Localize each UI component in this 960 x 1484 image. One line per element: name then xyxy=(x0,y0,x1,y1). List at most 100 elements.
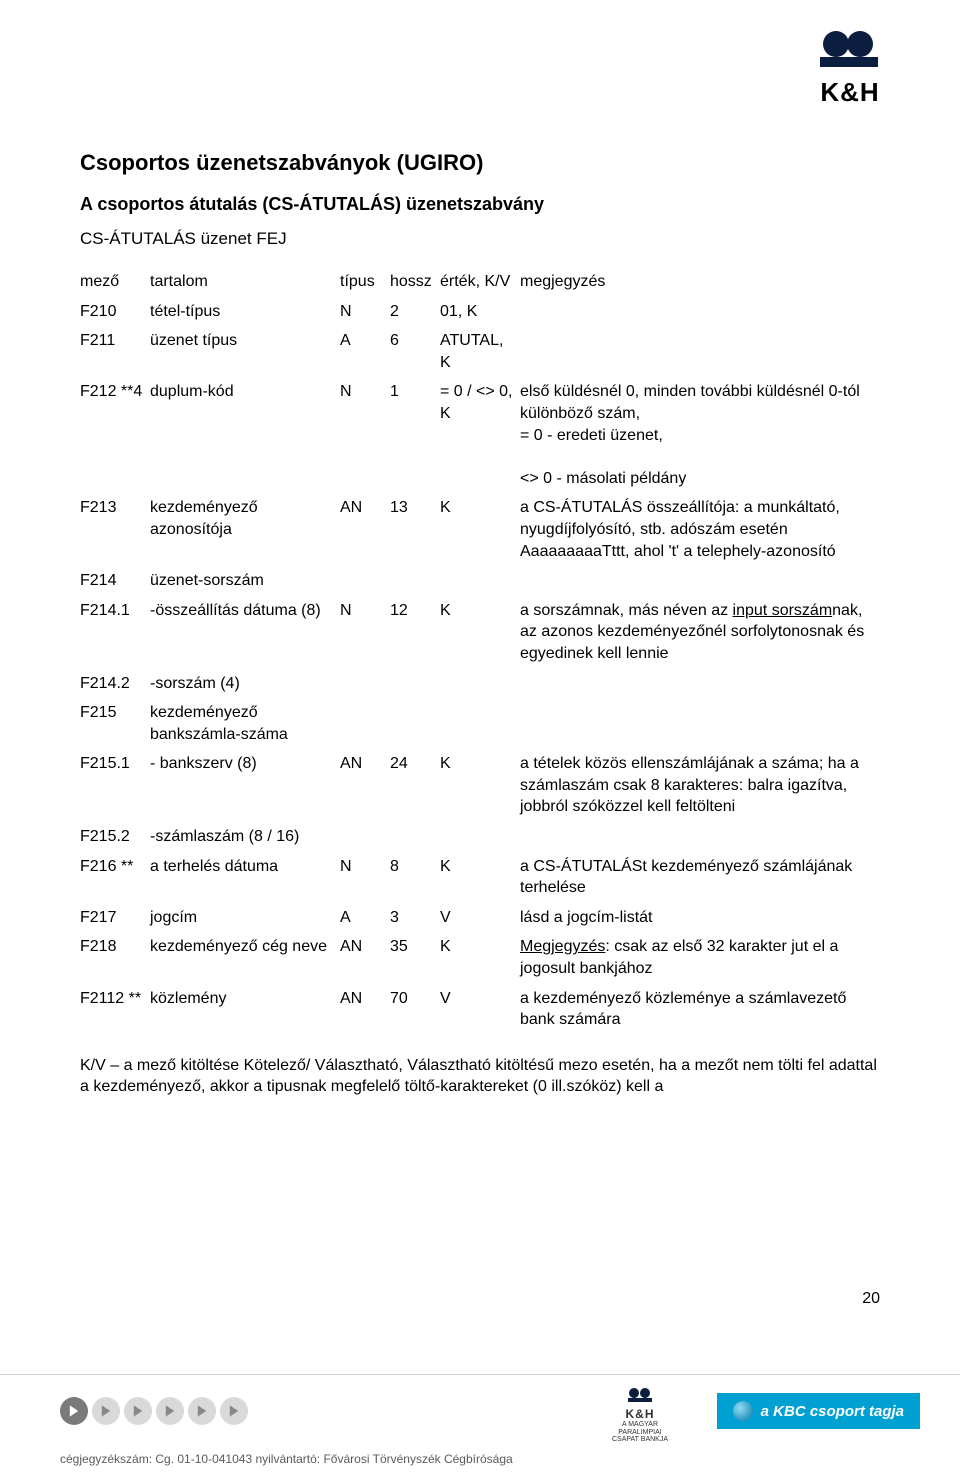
cell-megjegyzes: a CS-ÁTUTALÁS összeállítója: a munkáltat… xyxy=(520,493,880,566)
cell-hossz: 2 xyxy=(390,297,440,327)
arrow-icon xyxy=(92,1397,120,1425)
table-row: F218kezdeményező cég neveAN35KMegjegyzés… xyxy=(80,932,880,983)
page-number: 20 xyxy=(862,1290,880,1308)
page-title: Csoportos üzenetszabványok (UGIRO) xyxy=(80,150,880,176)
cell-tipus: N xyxy=(340,297,390,327)
section-heading: CS-ÁTUTALÁS üzenet FEJ xyxy=(80,229,880,249)
cell-ertek: = 0 / <> 0, K xyxy=(440,377,520,493)
cell-hossz: 12 xyxy=(390,596,440,669)
paralimpia-kh: K&H xyxy=(600,1408,680,1421)
paralimpia-badge: K&H A MAGYAR PARALIMPIAI CSAPAT BANKJA xyxy=(600,1387,680,1444)
cell-tipus: N xyxy=(340,596,390,669)
cell-mezo: F214 xyxy=(80,566,150,596)
cell-tipus: AN xyxy=(340,493,390,566)
cell-ertek: K xyxy=(440,932,520,983)
cell-hossz: 8 xyxy=(390,852,440,903)
cell-megjegyzes xyxy=(520,566,880,596)
cell-tipus xyxy=(340,566,390,596)
cell-megjegyzes: a CS-ÁTUTALÁSt kezdeményező számlájának … xyxy=(520,852,880,903)
cell-mezo: F210 xyxy=(80,297,150,327)
cell-tipus: N xyxy=(340,852,390,903)
cell-mezo: F2112 ** xyxy=(80,984,150,1035)
arrow-icon xyxy=(124,1397,152,1425)
kbc-badge: a KBC csoport tagja xyxy=(717,1393,920,1429)
kh-mini-icon xyxy=(625,1387,655,1405)
cell-ertek xyxy=(440,698,520,749)
col-ertek: érték, K/V xyxy=(440,267,520,297)
cell-tartalom: -számlaszám (8 / 16) xyxy=(150,822,340,852)
cell-tipus xyxy=(340,822,390,852)
cell-mezo: F216 ** xyxy=(80,852,150,903)
cell-tipus: A xyxy=(340,326,390,377)
cell-tartalom: üzenet típus xyxy=(150,326,340,377)
kh-logo-text: K&H xyxy=(800,77,900,108)
arrow-icon xyxy=(156,1397,184,1425)
col-tartalom: tartalom xyxy=(150,267,340,297)
cell-mezo: F214.1 xyxy=(80,596,150,669)
cell-tipus xyxy=(340,669,390,699)
cell-megjegyzes: a kezdeményező közleménye a számlavezető… xyxy=(520,984,880,1035)
table-row: F213kezdeményező azonosítójaAN13Ka CS-ÁT… xyxy=(80,493,880,566)
cell-ertek: K xyxy=(440,852,520,903)
cell-ertek xyxy=(440,669,520,699)
cell-tartalom: kezdeményező cég neve xyxy=(150,932,340,983)
cell-tartalom: üzenet-sorszám xyxy=(150,566,340,596)
cell-mezo: F211 xyxy=(80,326,150,377)
cell-megjegyzes xyxy=(520,669,880,699)
table-row: F215.2-számlaszám (8 / 16) xyxy=(80,822,880,852)
page-footer: K&H A MAGYAR PARALIMPIAI CSAPAT BANKJA a… xyxy=(0,1374,960,1484)
arrow-icon xyxy=(60,1397,88,1425)
cell-tipus: N xyxy=(340,377,390,493)
cell-tartalom: -sorszám (4) xyxy=(150,669,340,699)
paralimpia-line: PARALIMPIAI xyxy=(600,1429,680,1437)
cell-hossz xyxy=(390,566,440,596)
cell-tartalom: kezdeményező bankszámla-száma xyxy=(150,698,340,749)
cell-mezo: F217 xyxy=(80,903,150,933)
cell-megjegyzes xyxy=(520,297,880,327)
cell-tartalom: jogcím xyxy=(150,903,340,933)
cell-hossz: 35 xyxy=(390,932,440,983)
cell-megjegyzes xyxy=(520,326,880,377)
cell-mezo: F212 **4 xyxy=(80,377,150,493)
cell-megjegyzes: lásd a jogcím-listát xyxy=(520,903,880,933)
kv-footnote: K/V – a mező kitöltése Kötelező/ Választ… xyxy=(80,1055,880,1098)
cell-ertek: K xyxy=(440,596,520,669)
cell-megjegyzes: a sorszámnak, más néven az input sorszám… xyxy=(520,596,880,669)
cell-tipus: AN xyxy=(340,749,390,822)
cell-megjegyzes: Megjegyzés: csak az első 32 karakter jut… xyxy=(520,932,880,983)
cell-hossz: 1 xyxy=(390,377,440,493)
kh-logo: K&H xyxy=(800,30,900,108)
table-row: F211üzenet típusA6ATUTAL, K xyxy=(80,326,880,377)
table-row: F215kezdeményező bankszámla-száma xyxy=(80,698,880,749)
cell-mezo: F215.2 xyxy=(80,822,150,852)
cell-ertek: K xyxy=(440,749,520,822)
cell-hossz: 6 xyxy=(390,326,440,377)
cell-tartalom: duplum-kód xyxy=(150,377,340,493)
col-hossz: hossz xyxy=(390,267,440,297)
cell-tartalom: tétel-típus xyxy=(150,297,340,327)
footer-arrow-strip xyxy=(60,1397,248,1425)
cell-ertek xyxy=(440,822,520,852)
cell-mezo: F215.1 xyxy=(80,749,150,822)
table-header-row: mező tartalom típus hossz érték, K/V meg… xyxy=(80,267,880,297)
cell-hossz: 13 xyxy=(390,493,440,566)
table-row: F214.2-sorszám (4) xyxy=(80,669,880,699)
cell-tartalom: közlemény xyxy=(150,984,340,1035)
paralimpia-line: A MAGYAR xyxy=(600,1421,680,1429)
cell-ertek: ATUTAL, K xyxy=(440,326,520,377)
table-row: F212 **4duplum-kódN1= 0 / <> 0, Kelső kü… xyxy=(80,377,880,493)
cell-hossz xyxy=(390,698,440,749)
kbc-globe-icon xyxy=(733,1401,753,1421)
table-row: F214üzenet-sorszám xyxy=(80,566,880,596)
col-mezo: mező xyxy=(80,267,150,297)
cell-mezo: F214.2 xyxy=(80,669,150,699)
cell-ertek xyxy=(440,566,520,596)
table-row: F217jogcímA3Vlásd a jogcím-listát xyxy=(80,903,880,933)
arrow-icon xyxy=(188,1397,216,1425)
paralimpia-line: CSAPAT BANKJA xyxy=(600,1436,680,1444)
cell-tipus: A xyxy=(340,903,390,933)
cell-tartalom: - bankszerv (8) xyxy=(150,749,340,822)
cell-hossz: 3 xyxy=(390,903,440,933)
cell-hossz xyxy=(390,669,440,699)
cell-tartalom: -összeállítás dátuma (8) xyxy=(150,596,340,669)
